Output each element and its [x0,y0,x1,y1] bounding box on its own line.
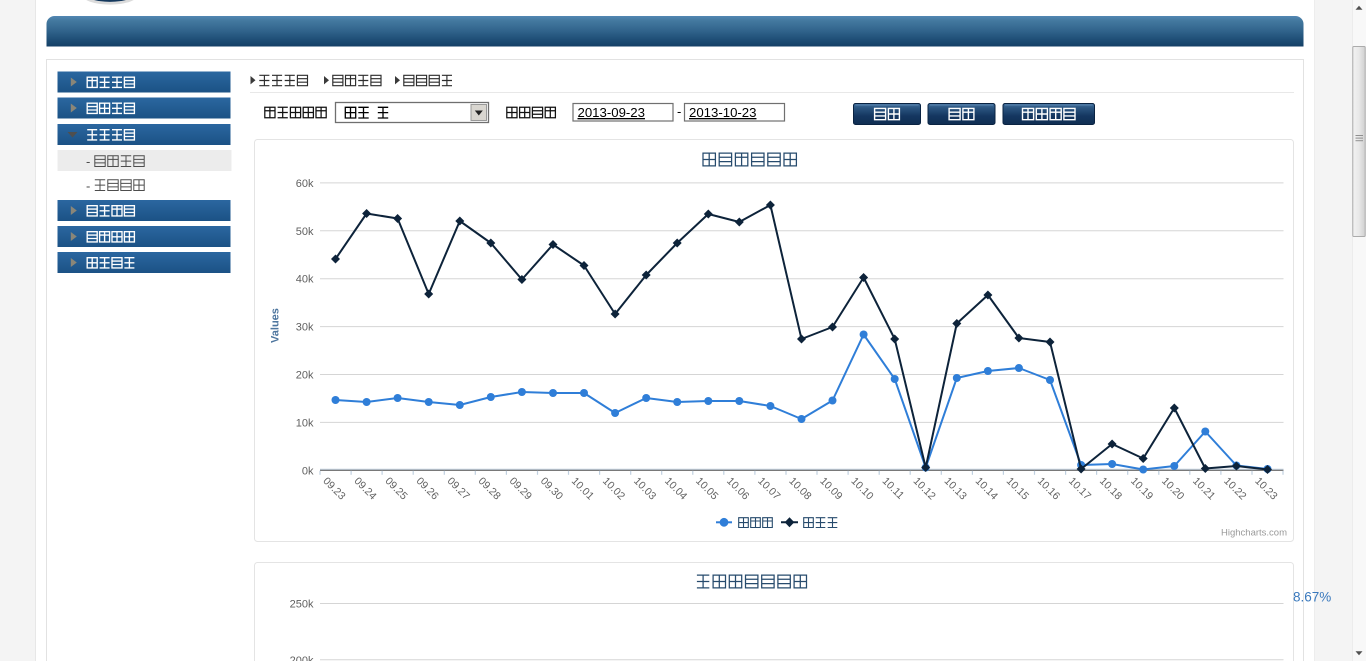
svg-text:60k: 60k [296,178,314,190]
svg-text:250k: 250k [290,599,314,611]
svg-text:50k: 50k [296,226,314,238]
svg-text:2013-09-23: 2013-09-23 [578,105,645,120]
svg-text:Values: Values [270,308,282,343]
svg-text:10k: 10k [296,417,314,429]
svg-text:-: - [677,104,681,119]
svg-text:-: - [86,179,90,194]
svg-text:0k: 0k [302,465,314,477]
svg-text:30k: 30k [296,322,314,334]
svg-text:8.67%: 8.67% [1293,590,1331,605]
svg-text:Highcharts.com: Highcharts.com [1221,528,1287,539]
svg-text:-: - [86,154,90,169]
svg-text:200k: 200k [290,655,314,661]
svg-text:40k: 40k [296,274,314,286]
svg-text:20k: 20k [296,370,314,382]
svg-text:2013-10-23: 2013-10-23 [689,105,756,120]
